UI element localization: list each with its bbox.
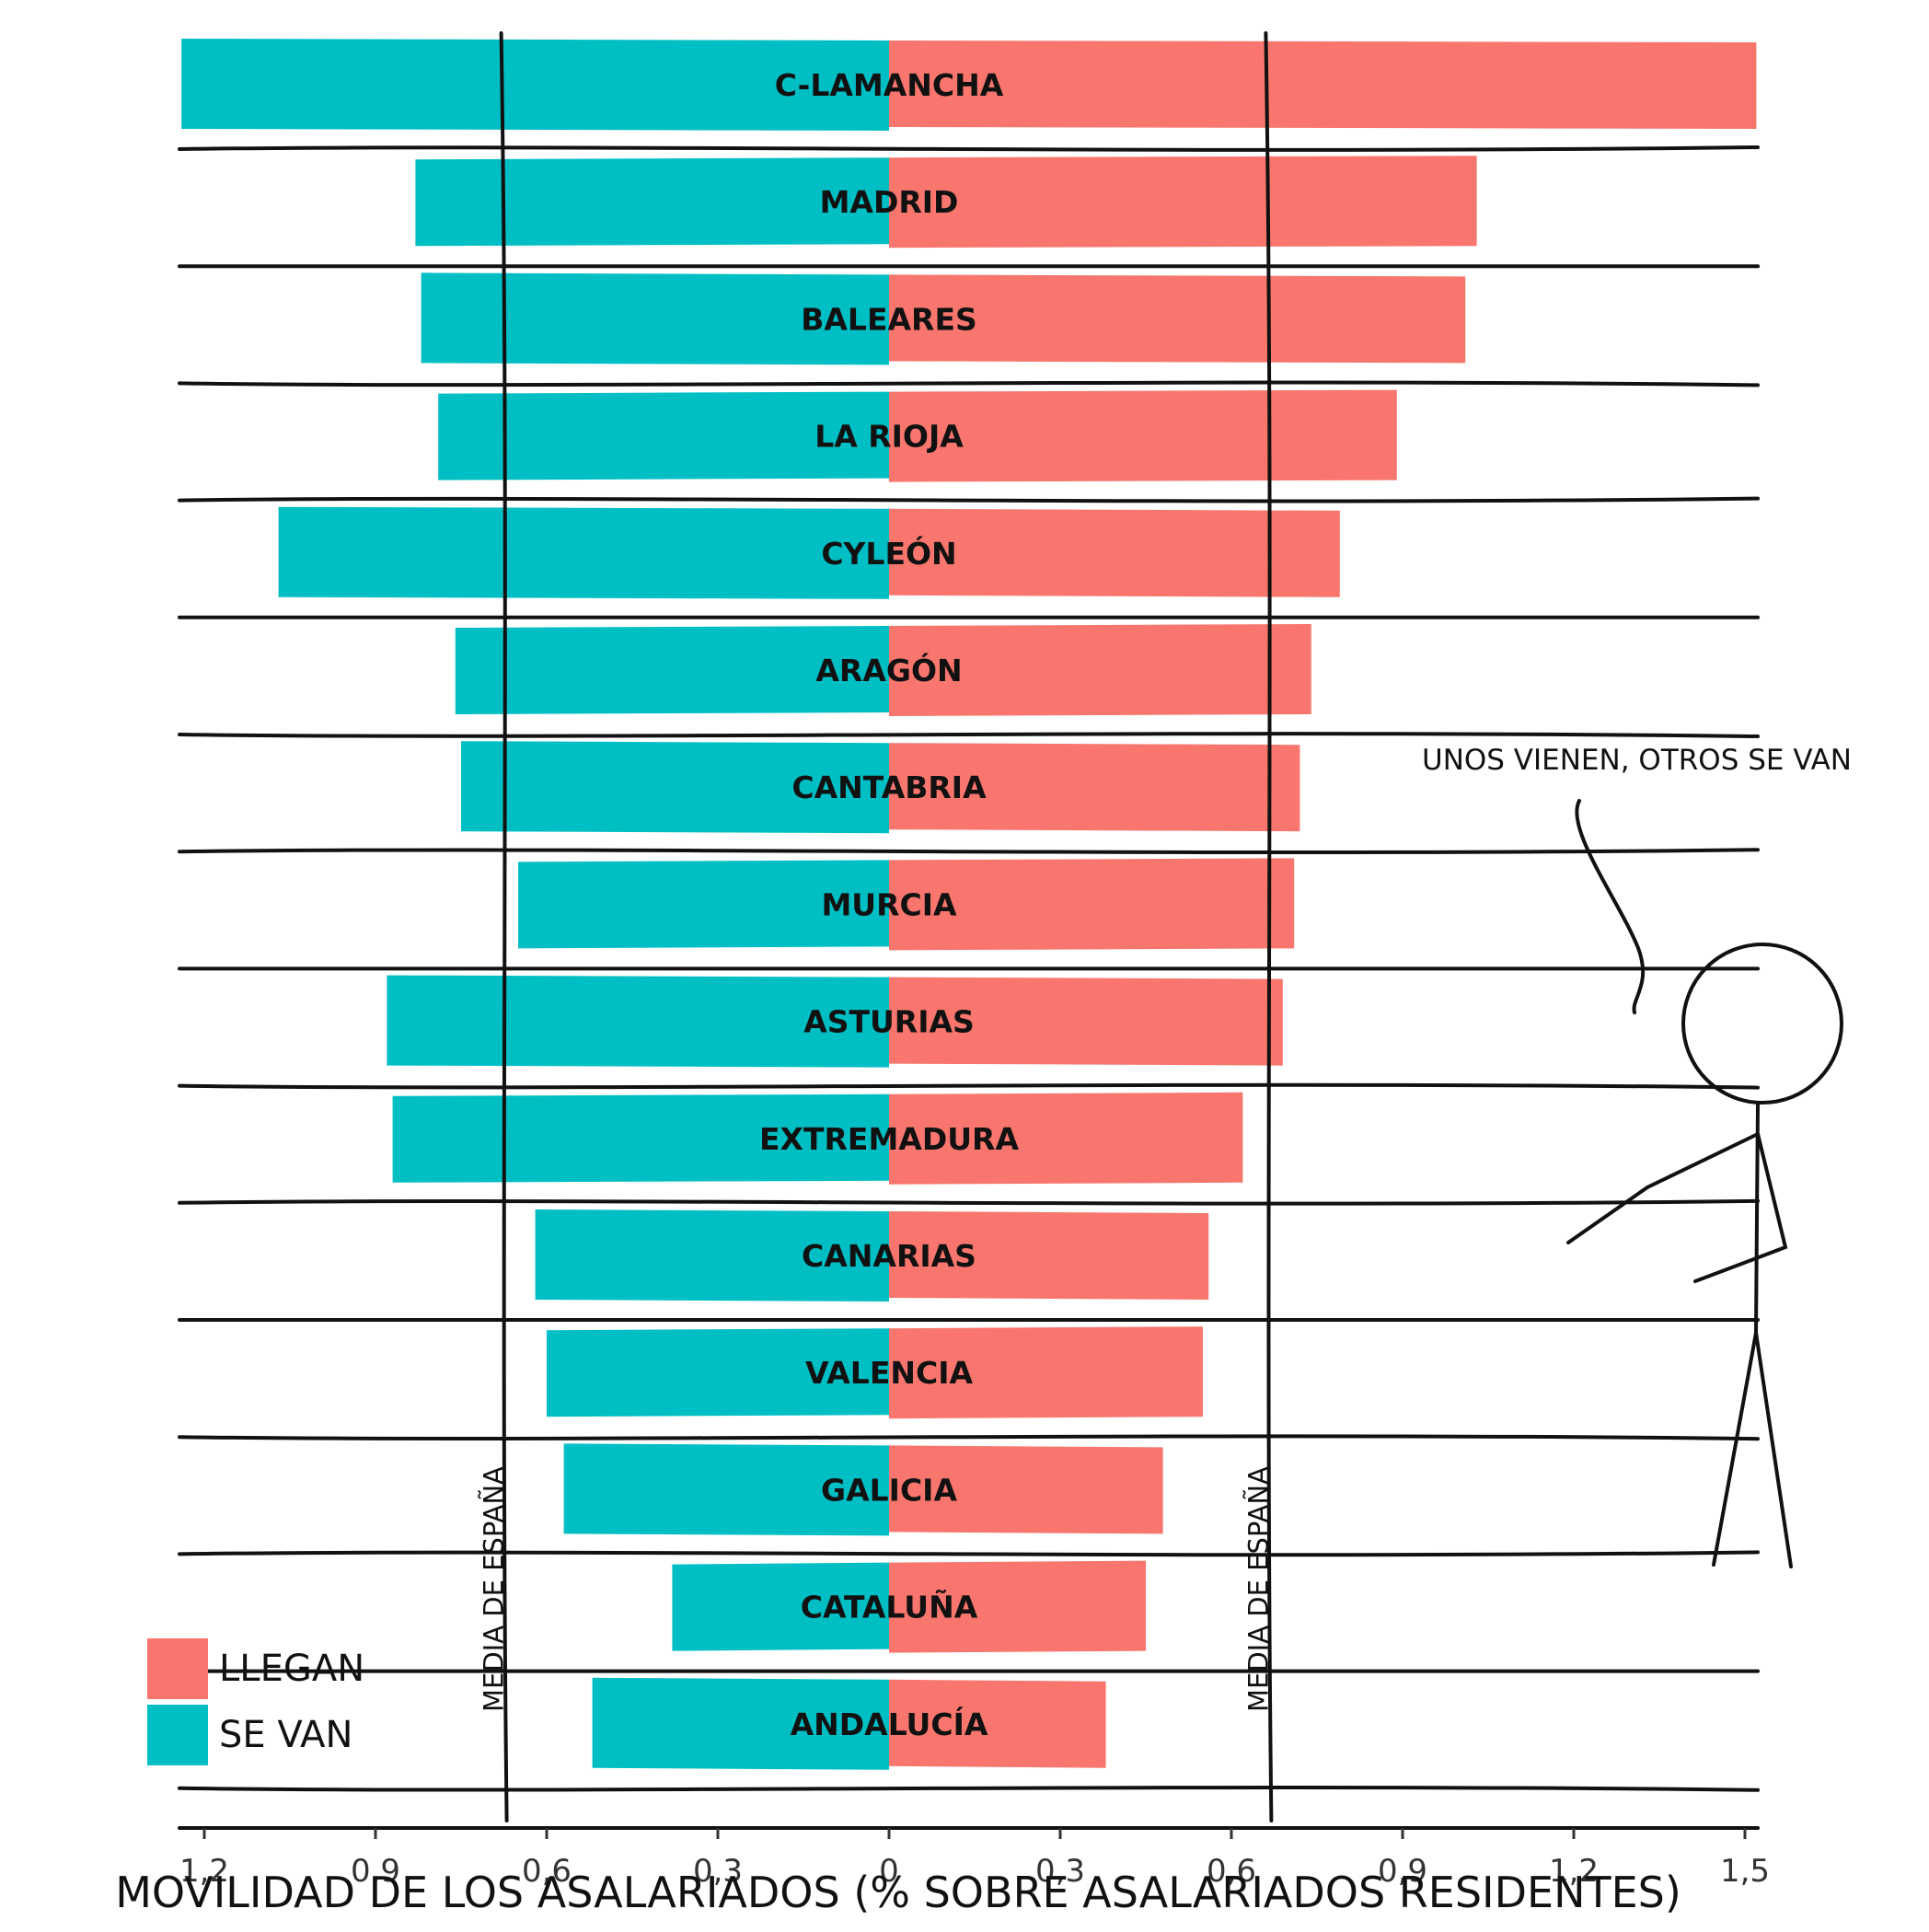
row-separator [178, 1434, 1760, 1441]
row-separator [178, 1550, 1760, 1557]
bar-llegan-andalucia [889, 1679, 1106, 1768]
reference-label-right: MEDIA DE ESPAÑA [1242, 1466, 1274, 1712]
row-separator [178, 380, 1760, 388]
category-label-aragon: ARAGÓN [815, 652, 962, 688]
reference-line-left [499, 31, 509, 1822]
bar-se-van-baleares [421, 272, 889, 365]
category-label-madrid: MADRID [820, 184, 959, 220]
bar-llegan-asturias [889, 977, 1283, 1066]
bar-se-van-la-rioja [438, 391, 889, 480]
x-axis: 1,2 0,9 0,6 0,3 0 0,3 0,6 0,9 1,2 1,5 [178, 1824, 1770, 1890]
x-tick-right-1: 0,6 [1207, 1853, 1256, 1890]
bar-se-van-asturias [387, 975, 889, 1068]
annotation-pointer [1575, 799, 1645, 1014]
row-separator [178, 1198, 1760, 1206]
x-tick-left-2: 0,6 [522, 1853, 572, 1890]
bar-se-van-cyleon [278, 506, 890, 599]
x-axis-title: MOVILIDAD DE LOS ASALARIADOS (% SOBRE AS… [115, 1868, 1681, 1917]
annotation-text: UNOS VIENEN, OTROS SE VAN [1422, 744, 1852, 777]
x-axis-line [178, 1824, 1760, 1832]
x-tick-right-3: 1,2 [1549, 1853, 1599, 1890]
bar-llegan-madrid [889, 156, 1477, 249]
category-label-extremadura: EXTREMADURA [759, 1121, 1019, 1157]
category-label-asturias: ASTURIAS [803, 1004, 975, 1040]
category-label-la-rioja: LA RIOJA [814, 419, 964, 455]
bar-llegan-canarias [889, 1211, 1209, 1300]
bar-llegan-extremadura [889, 1092, 1243, 1185]
bar-se-van-murcia [518, 860, 889, 949]
stick-figure-head [1681, 943, 1843, 1105]
bar-llegan-baleares [889, 274, 1466, 364]
stick-figure [1566, 943, 1843, 1568]
bar-se-van-andalucia [592, 1677, 889, 1770]
bar-se-van-cataluna [672, 1562, 889, 1651]
bar-se-van-galicia [563, 1443, 889, 1536]
bar-llegan-valencia [889, 1326, 1203, 1419]
legend-label-llegan: LLEGAN [219, 1648, 364, 1690]
row-separator [178, 1082, 1760, 1090]
bar-se-van-aragon [455, 626, 889, 714]
row-separator [178, 496, 1760, 503]
stick-figure-leg-left [1712, 1331, 1758, 1567]
bar-llegan-c-lamancha [889, 40, 1757, 129]
legend-swatch-llegan [147, 1638, 208, 1699]
x-tick-left-1: 0,9 [351, 1853, 400, 1890]
category-label-murcia: MURCIA [821, 886, 957, 922]
stick-figure-arm-right [1693, 1132, 1788, 1283]
legend-label-se-van: SE VAN [219, 1714, 352, 1756]
reference-line-right [1264, 31, 1274, 1822]
x-tick-zero: 0 [879, 1853, 899, 1890]
bar-llegan-cantabria [889, 743, 1300, 832]
category-label-galicia: GALICIA [821, 1472, 957, 1508]
bar-llegan-murcia [889, 858, 1295, 951]
category-label-cantabria: CANTABRIA [791, 769, 987, 805]
bar-se-van-canarias [535, 1209, 889, 1301]
bar-se-van-cantabria [461, 741, 889, 834]
bar-llegan-galicia [889, 1445, 1163, 1534]
category-label-cyleon: CYLEÓN [821, 535, 956, 572]
row-separator [178, 848, 1760, 855]
bar-se-van-c-lamancha [181, 39, 889, 131]
stick-figure-arm-left [1566, 1132, 1760, 1244]
category-label-canarias: CANARIAS [802, 1238, 976, 1274]
bar-llegan-cataluna [889, 1560, 1146, 1653]
category-label-cataluna: CATALUÑA [801, 1589, 978, 1625]
bar-llegan-cyleon [889, 508, 1340, 597]
bar-llegan-aragon [889, 624, 1311, 716]
legend-swatch-se-van [147, 1705, 208, 1765]
bar-llegan-la-rioja [889, 389, 1397, 482]
category-label-andalucia: ANDALUCÍA [791, 1706, 988, 1742]
category-label-c-lamancha: C-LAMANCHA [775, 67, 1004, 103]
reference-lines: MEDIA DE ESPAÑA MEDIA DE ESPAÑA [479, 31, 1274, 1822]
category-labels: C-LAMANCHA MADRID BALEARES LA RIOJA CYLEÓN AR… [759, 67, 1019, 1742]
bar-se-van-extremadura [392, 1093, 890, 1183]
category-label-baleares: BALEARES [801, 301, 977, 337]
row-separator [178, 145, 1760, 152]
stick-figure-body [1754, 1101, 1760, 1335]
bar-se-van-madrid [415, 157, 889, 247]
x-tick-right-2: 0,9 [1378, 1853, 1427, 1890]
row-separators [178, 145, 1760, 1792]
stick-figure-leg-right [1754, 1331, 1793, 1568]
bars-layer [181, 39, 1757, 1770]
x-tick-left-3: 0,3 [693, 1853, 743, 1890]
category-label-valencia: VALENCIA [805, 1355, 974, 1391]
row-separator [178, 1785, 1760, 1792]
legend: LLEGAN SE VAN [147, 1638, 364, 1765]
x-tick-left-0: 1,2 [179, 1853, 229, 1890]
x-tick-right-0: 0,3 [1035, 1853, 1085, 1890]
row-separator [178, 732, 1760, 738]
reference-label-left: MEDIA DE ESPAÑA [479, 1466, 510, 1712]
bar-se-van-valencia [547, 1328, 889, 1417]
x-tick-right-4: 1,5 [1720, 1853, 1770, 1890]
